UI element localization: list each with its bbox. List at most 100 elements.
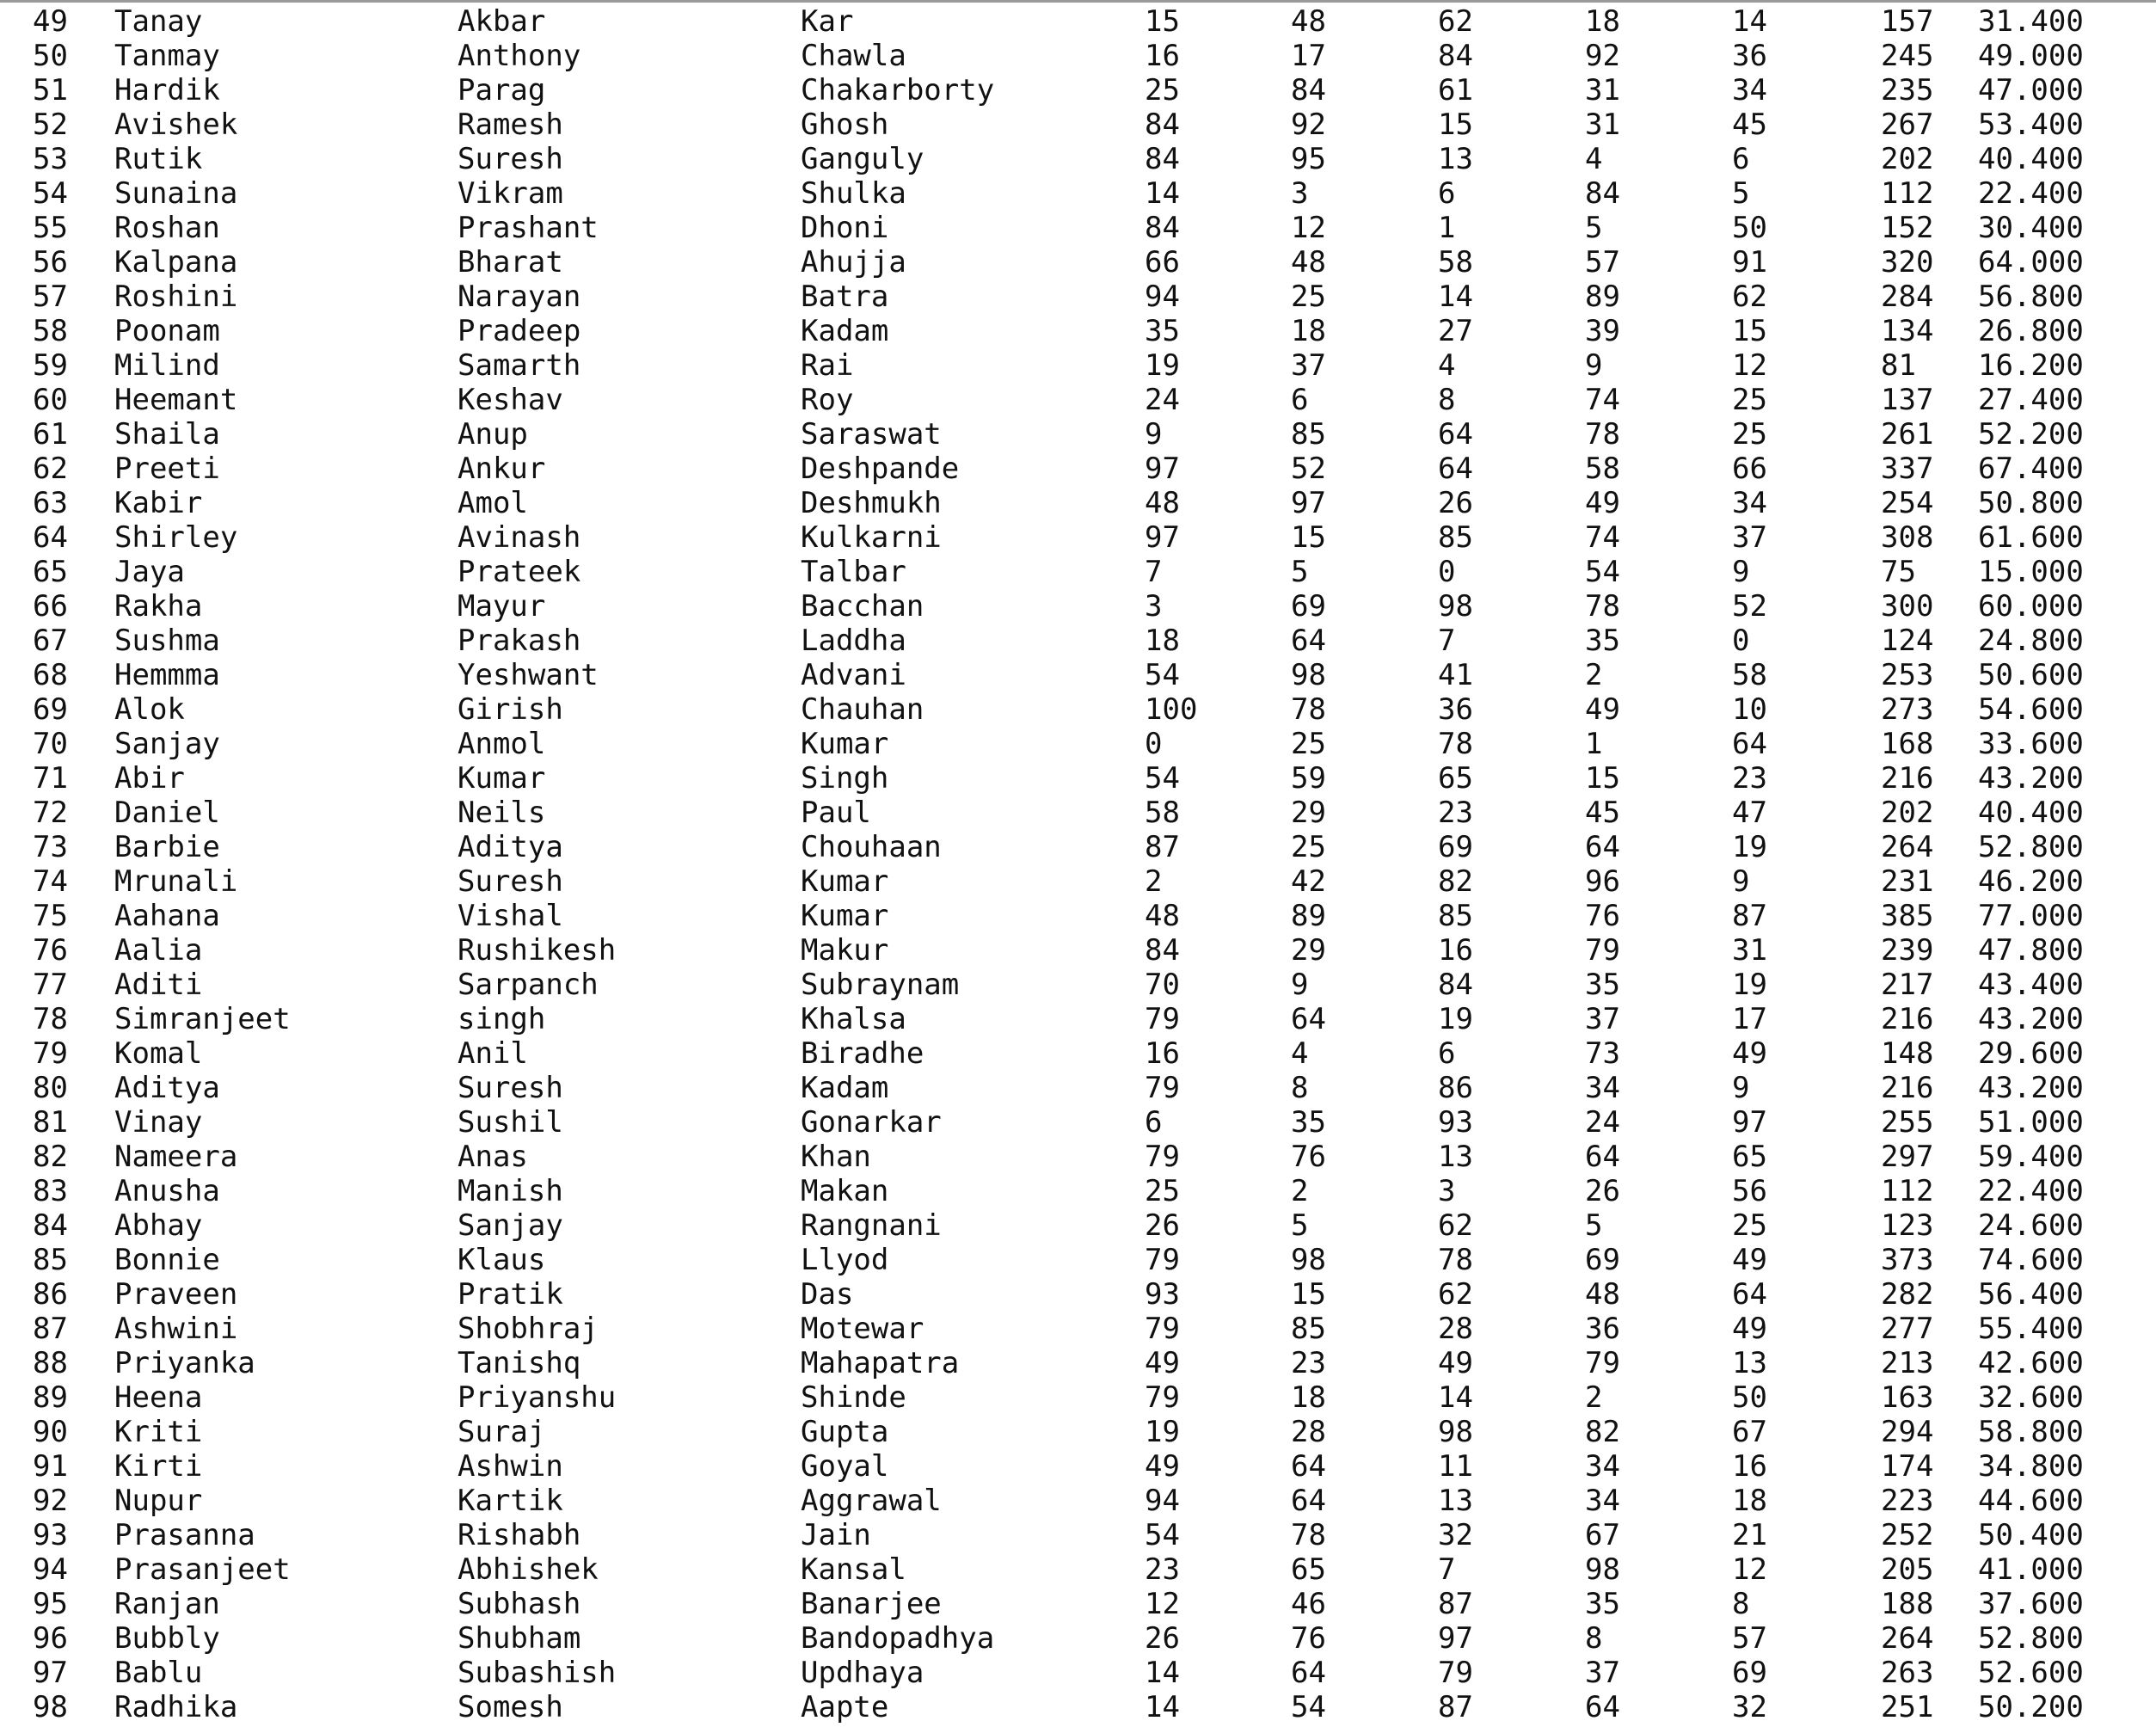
row-cell: 37 — [1585, 1656, 1620, 1690]
table-row: 77 Aditi Sarpanch Subraynam 70 9 84 35 19 217 43.4… — [0, 968, 2156, 1002]
row-cell: Bharat — [458, 245, 563, 280]
row-cell: Aapte — [801, 1690, 889, 1724]
row-cell: 14 — [1438, 1380, 1473, 1415]
row-cell: 40.400 — [1978, 142, 2084, 176]
row-cell: 13 — [1732, 1346, 1767, 1380]
row-cell: 320 — [1881, 245, 1934, 280]
row-cell: 29 — [1291, 796, 1326, 830]
table-row: 71 Abir Kumar Singh 54 59 65 15 23 216 43.200 — [0, 761, 2156, 796]
row-cell: 54 — [1145, 658, 1180, 692]
row-cell: 15 — [1438, 108, 1473, 142]
row-cell: 37 — [1291, 348, 1326, 383]
row-cell: Khalsa — [801, 1002, 906, 1036]
row-cell: 4 — [1438, 348, 1456, 383]
table-row: 53 Rutik Suresh Ganguly 84 95 13 4 6 202 40.400 — [0, 142, 2156, 176]
row-cell: Dhoni — [801, 211, 889, 245]
row-cell: 63 — [33, 486, 68, 520]
row-cell: 14 — [1145, 1690, 1180, 1724]
row-cell: Milind — [114, 348, 220, 383]
row-cell: 50.800 — [1978, 486, 2084, 520]
row-cell: 79 — [1145, 1312, 1180, 1346]
row-cell: 52.800 — [1978, 830, 2084, 864]
row-cell: 308 — [1881, 520, 1934, 555]
row-cell: 69 — [1438, 830, 1473, 864]
row-cell: 79 — [1145, 1002, 1180, 1036]
row-cell: 64 — [1585, 1690, 1620, 1724]
row-cell: 202 — [1881, 796, 1934, 830]
table-row: 88 Priyanka Tanishq Mahapatra 49 23 49 79 13 213 4… — [0, 1346, 2156, 1380]
row-cell: 58 — [1732, 658, 1767, 692]
row-cell: 52 — [1291, 452, 1326, 486]
row-cell: Prakash — [458, 624, 581, 658]
table-row: 65 Jaya Prateek Talbar 7 5 0 54 9 75 15.000 — [0, 555, 2156, 589]
row-cell: 45 — [1585, 796, 1620, 830]
row-cell: 79 — [33, 1036, 68, 1071]
row-cell: 157 — [1881, 4, 1934, 39]
row-cell: 43.200 — [1978, 761, 2084, 796]
row-cell: 64 — [1291, 1449, 1326, 1484]
row-cell: Kumar — [801, 727, 889, 761]
table-row: 60 Heemant Keshav Roy 24 6 8 74 25 137 27.400 — [0, 383, 2156, 417]
row-cell: Tanishq — [458, 1346, 581, 1380]
row-cell: 98 — [1291, 1243, 1326, 1277]
table-row: 89 Heena Priyanshu Shinde 79 18 14 2 50 163 32.600 — [0, 1380, 2156, 1415]
row-cell: 61.600 — [1978, 520, 2084, 555]
row-cell: 35 — [1585, 968, 1620, 1002]
row-cell: 24 — [1145, 383, 1180, 417]
row-cell: 25 — [1732, 383, 1767, 417]
table-row: 95 Ranjan Subhash Banarjee 12 46 87 35 8 188 37.60… — [0, 1587, 2156, 1621]
row-cell: Neils — [458, 796, 546, 830]
table-row: 94 Prasanjeet Abhishek Kansal 23 65 7 98 12 205 41… — [0, 1552, 2156, 1587]
row-cell: 67 — [1585, 1518, 1620, 1552]
row-cell: 64 — [1438, 452, 1473, 486]
row-cell: Anmol — [458, 727, 546, 761]
row-cell: Sushil — [458, 1105, 563, 1140]
row-cell: 35 — [1291, 1105, 1326, 1140]
table-row: 54 Sunaina Vikram Shulka 14 3 6 84 5 112 22.400 — [0, 176, 2156, 211]
row-cell: Kumar — [801, 864, 889, 899]
table-row: 90 Kriti Suraj Gupta 19 28 98 82 67 294 58.800 — [0, 1415, 2156, 1449]
row-cell: 19 — [1438, 1002, 1473, 1036]
row-cell: 34 — [1585, 1071, 1620, 1105]
row-cell: Kar — [801, 4, 854, 39]
row-cell: Chouhaan — [801, 830, 942, 864]
row-cell: 64 — [1291, 1484, 1326, 1518]
table-row: 87 Ashwini Shobhraj Motewar 79 85 28 36 49 277 55.… — [0, 1312, 2156, 1346]
row-cell: 202 — [1881, 142, 1934, 176]
table-row: 67 Sushma Prakash Laddha 18 64 7 35 0 124 24.800 — [0, 624, 2156, 658]
row-cell: 57 — [1732, 1621, 1767, 1656]
row-cell: 26 — [1438, 486, 1473, 520]
row-cell: Aalia — [114, 933, 203, 968]
table-row: 86 Praveen Pratik Das 93 15 62 48 64 282 56.400 — [0, 1277, 2156, 1312]
row-cell: 64 — [1291, 1656, 1326, 1690]
row-cell: 76 — [1585, 899, 1620, 933]
row-cell: 9 — [1732, 555, 1750, 589]
row-cell: 112 — [1881, 1174, 1934, 1208]
row-cell: Llyod — [801, 1243, 889, 1277]
row-cell: Goyal — [801, 1449, 889, 1484]
row-cell: Kulkarni — [801, 520, 942, 555]
row-cell: 39 — [1585, 314, 1620, 348]
row-cell: 263 — [1881, 1656, 1934, 1690]
row-cell: 54 — [1145, 1518, 1180, 1552]
row-cell: 35 — [1585, 1587, 1620, 1621]
row-cell: Deshmukh — [801, 486, 942, 520]
row-cell: 32 — [1438, 1518, 1473, 1552]
table-row: 61 Shaila Anup Saraswat 9 85 64 78 25 261 52.200 — [0, 417, 2156, 452]
row-cell: 62 — [33, 452, 68, 486]
table-row: 64 Shirley Avinash Kulkarni 97 15 85 74 37 308 61.… — [0, 520, 2156, 555]
row-cell: 52.600 — [1978, 1656, 2084, 1690]
row-cell: Yeshwant — [458, 658, 599, 692]
row-cell: 35 — [1585, 624, 1620, 658]
row-cell: 76 — [33, 933, 68, 968]
row-cell: Daniel — [114, 796, 220, 830]
row-cell: 52 — [33, 108, 68, 142]
row-cell: 7 — [1438, 624, 1456, 658]
row-cell: 46.200 — [1978, 864, 2084, 899]
row-cell: 49 — [1585, 486, 1620, 520]
row-cell: Amol — [458, 486, 528, 520]
row-cell: 14 — [1145, 1656, 1180, 1690]
row-cell: 87 — [1145, 830, 1180, 864]
row-cell: 84 — [1438, 39, 1473, 73]
row-cell: Kumar — [458, 761, 546, 796]
